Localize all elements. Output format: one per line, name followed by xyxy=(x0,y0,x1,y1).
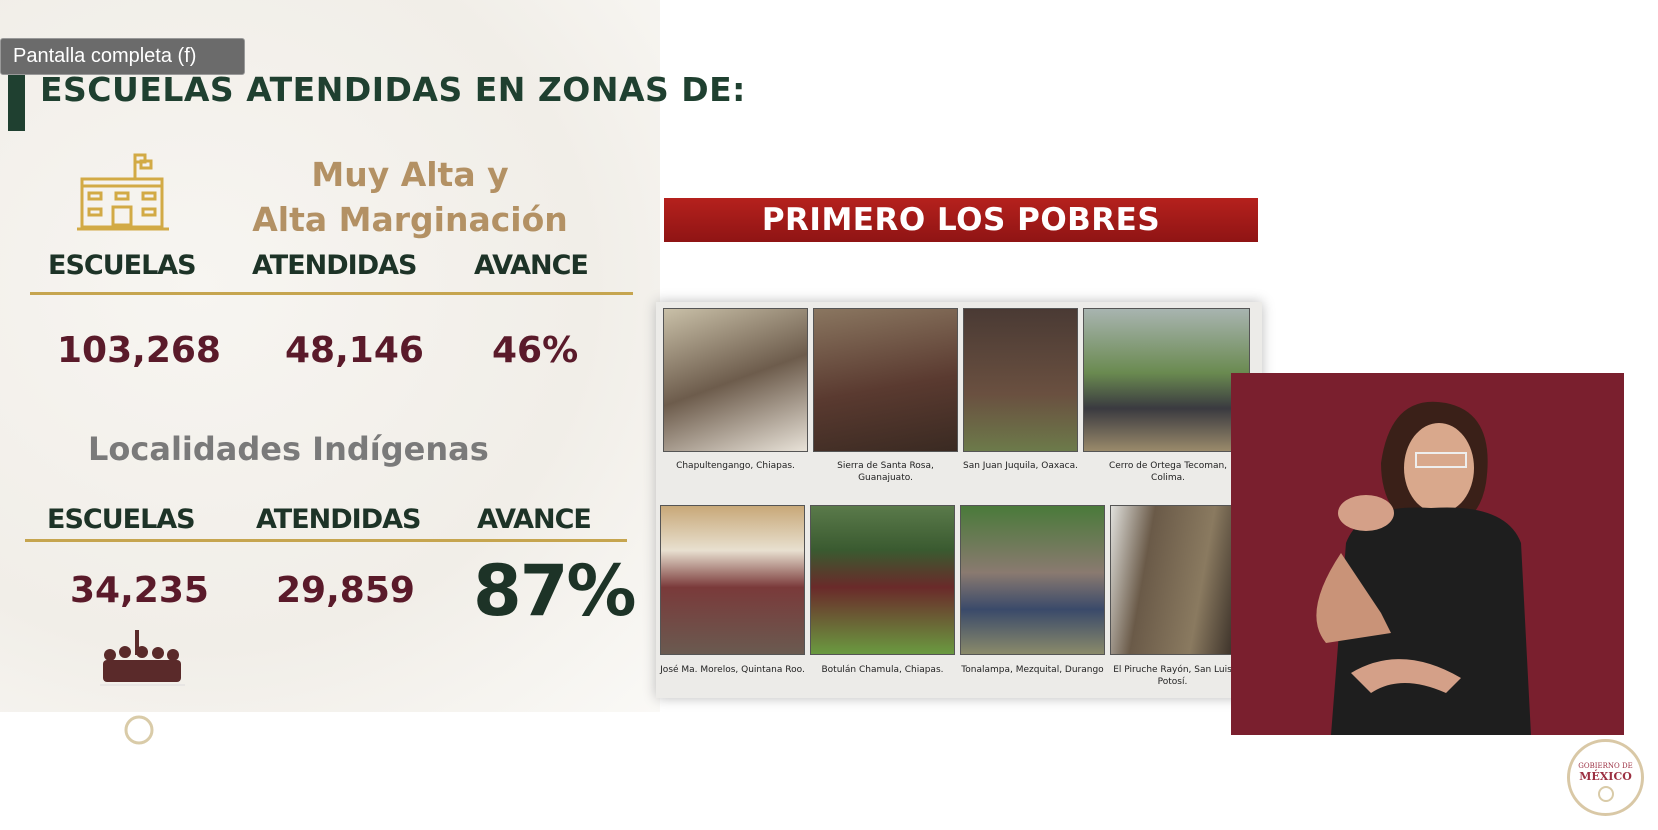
caption: Cerro de Ortega Tecoman, Colima. xyxy=(1108,461,1228,483)
header-atendidas-2: ATENDIDAS xyxy=(256,504,421,535)
caption: Botulán Chamula, Chiapas. xyxy=(821,665,944,675)
photo-botulan-chamula xyxy=(810,505,955,655)
photo-tonalampa xyxy=(960,505,1105,655)
header-escuelas: ESCUELAS xyxy=(48,250,197,281)
header-avance-2: AVANCE xyxy=(477,504,592,535)
slide-title: ESCUELAS ATENDIDAS EN ZONAS DE: xyxy=(40,70,746,109)
photo-el-piruche xyxy=(1110,505,1235,655)
school-building-icon xyxy=(77,153,169,231)
sign-language-interpreter-video xyxy=(1231,373,1624,735)
caption: Sierra de Santa Rosa, Guanajuato. xyxy=(837,461,934,483)
photo-san-juan-juquila xyxy=(963,308,1078,452)
value-atendidas: 48,146 xyxy=(285,330,424,371)
value-escuelas: 103,268 xyxy=(57,330,221,371)
photo-grid: Chapultengango, Chiapas. Sierra de Santa… xyxy=(656,302,1262,698)
header-atendidas: ATENDIDAS xyxy=(252,250,417,281)
value-avance-2: 87% xyxy=(473,550,637,632)
value-avance: 46% xyxy=(492,330,579,371)
header-avance: AVANCE xyxy=(474,250,589,281)
primero-los-pobres-banner: PRIMERO LOS POBRES xyxy=(664,198,1258,242)
title-accent-bar xyxy=(8,75,25,131)
photo-sierra-santa-rosa xyxy=(813,308,958,452)
gobierno-mexico-heroes-logo xyxy=(100,630,185,745)
divider-2 xyxy=(25,539,627,542)
section1-title-line1: Muy Alta y xyxy=(311,155,509,194)
value-escuelas-2: 34,235 xyxy=(70,570,209,611)
logo-line1: GOBIERNO DE xyxy=(1578,762,1633,770)
logo-line2: MÉXICO xyxy=(1579,770,1632,783)
header-escuelas-2: ESCUELAS xyxy=(47,504,196,535)
gobierno-de-mexico-logo: GOBIERNO DE MÉXICO xyxy=(1567,739,1644,816)
caption: Chapultengango, Chiapas. xyxy=(676,461,795,471)
caption: José Ma. Morelos, Quintana Roo. xyxy=(660,665,805,675)
fullscreen-tooltip: Pantalla completa (f) xyxy=(0,38,245,75)
presentation-slide: ESCUELAS ATENDIDAS EN ZONAS DE: Muy Alta… xyxy=(0,0,745,745)
seal-icon xyxy=(1597,786,1614,802)
photo-jose-ma-morelos xyxy=(660,505,805,655)
interpreter-figure xyxy=(1316,401,1531,735)
photo-cerro-ortega xyxy=(1083,308,1250,452)
caption: El Piruche Rayón, San Luis Potosí. xyxy=(1113,665,1232,687)
caption: Tonalampa, Mezquital, Durango xyxy=(961,665,1104,675)
value-atendidas-2: 29,859 xyxy=(276,570,415,611)
section2-title: Localidades Indígenas xyxy=(88,430,489,468)
section1-title-line2: Alta Marginación xyxy=(252,200,568,239)
photo-chapultengango xyxy=(663,308,808,452)
caption: San Juan Juquila, Oaxaca. xyxy=(963,461,1079,471)
divider xyxy=(30,292,633,295)
